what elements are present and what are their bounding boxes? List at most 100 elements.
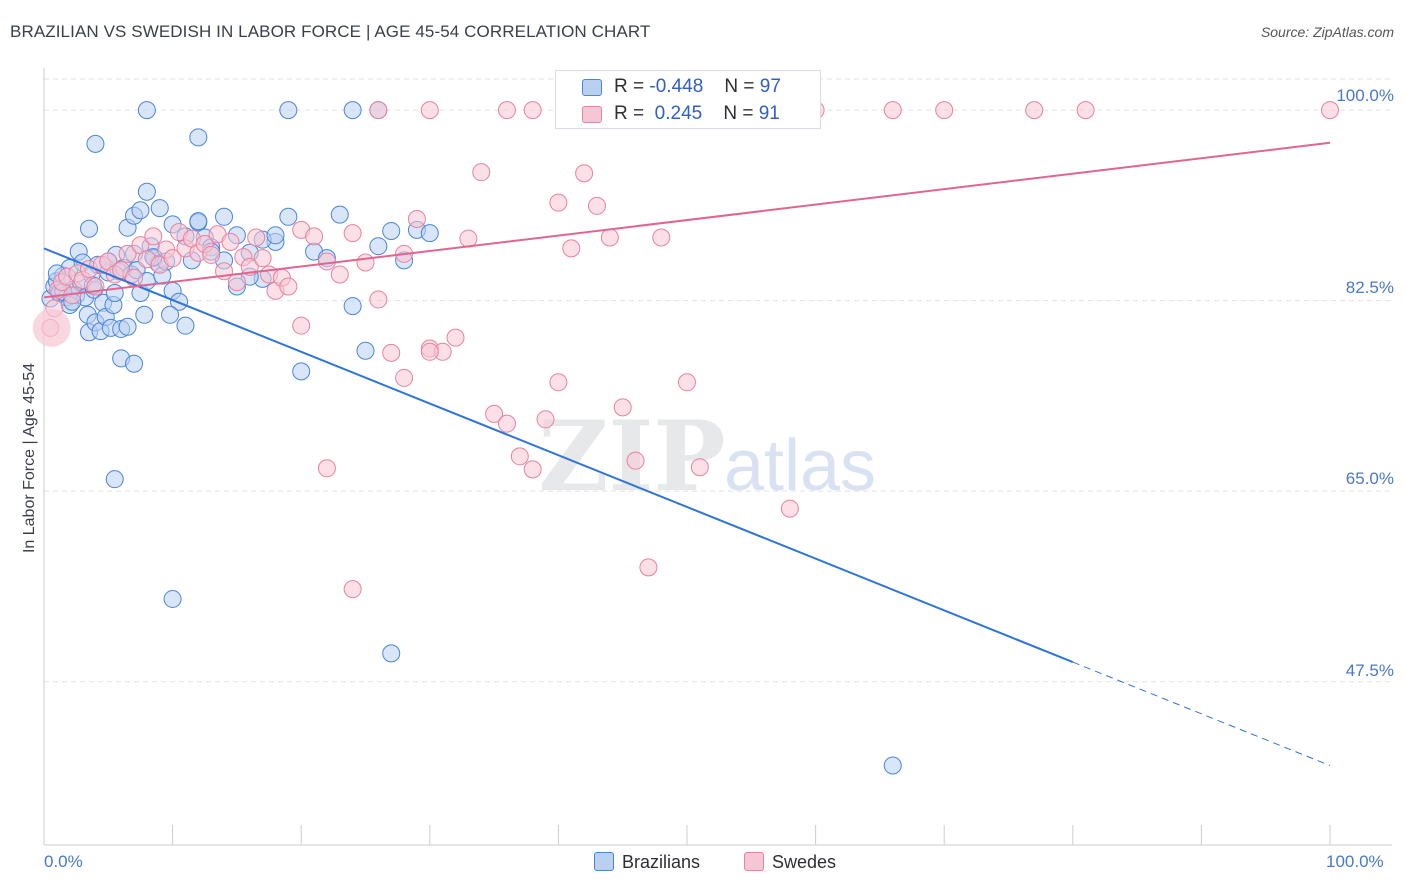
x-tick-label-100: 100.0% bbox=[1326, 852, 1384, 871]
legend-swatch-pink bbox=[582, 106, 602, 123]
brazilian-point bbox=[189, 128, 208, 147]
brazilian-point bbox=[189, 212, 208, 231]
brazilian-point bbox=[131, 201, 150, 220]
legend-swatch-blue bbox=[582, 79, 602, 96]
brazilian-point bbox=[883, 756, 902, 775]
swede-point bbox=[690, 458, 709, 477]
chart-title: BRAZILIAN VS SWEDISH IN LABOR FORCE | AG… bbox=[10, 22, 651, 41]
swede-point bbox=[227, 273, 246, 292]
swede-point bbox=[497, 101, 516, 120]
brazilian-point bbox=[356, 341, 375, 360]
swede-point bbox=[1076, 101, 1095, 120]
brazilians-trend-line bbox=[43, 247, 1074, 664]
swede-point bbox=[639, 558, 658, 577]
swede-cluster bbox=[32, 308, 71, 347]
brazilian-point bbox=[215, 207, 234, 226]
brazilians-trend-extension bbox=[1072, 661, 1331, 766]
swede-point bbox=[247, 228, 266, 247]
swedes-swatch bbox=[744, 852, 764, 871]
swede-point bbox=[678, 373, 696, 392]
brazilian-point bbox=[369, 237, 388, 256]
swede-point bbox=[317, 459, 336, 478]
swede-point bbox=[221, 232, 240, 251]
grid-lines bbox=[44, 78, 1392, 683]
legend-n-label: N = bbox=[724, 76, 755, 97]
legend-r-label: R = bbox=[614, 76, 645, 97]
legend-n-value: 91 bbox=[758, 103, 780, 124]
legend-r-value: 0.245 bbox=[654, 103, 703, 124]
swede-point bbox=[626, 451, 645, 470]
legend-n-value: 97 bbox=[759, 76, 781, 97]
bottom-legend-swedes[interactable]: Swedes bbox=[744, 852, 836, 873]
bottom-legend-brazilians[interactable]: Brazilians bbox=[594, 852, 700, 873]
brazilian-point bbox=[105, 284, 124, 303]
brazilian-point bbox=[176, 316, 195, 335]
swede-point bbox=[536, 410, 555, 429]
brazilian-point bbox=[330, 205, 349, 224]
swede-point bbox=[613, 398, 632, 417]
swede-point bbox=[883, 101, 902, 120]
brazilian-point bbox=[382, 644, 401, 663]
legend-r-value: -0.448 bbox=[649, 76, 704, 97]
brazilian-point bbox=[105, 470, 124, 489]
brazilian-point bbox=[137, 101, 156, 120]
legend-r-label: R = bbox=[614, 103, 645, 124]
brazilian-point bbox=[118, 317, 137, 336]
swedes-trend-line bbox=[43, 141, 1331, 299]
swede-point bbox=[510, 447, 529, 466]
brazilian-point bbox=[382, 221, 401, 240]
stats-legend: R = -0.448 N = 97 R = 0.245 N = 91 bbox=[555, 70, 821, 129]
swede-point bbox=[523, 460, 542, 479]
swede-point bbox=[382, 343, 401, 362]
brazilian-point bbox=[266, 226, 285, 245]
brazilian-point bbox=[150, 199, 169, 218]
legend-n-label: N = bbox=[723, 103, 754, 124]
swede-point bbox=[780, 499, 799, 518]
swede-point bbox=[343, 580, 362, 599]
swede-point bbox=[549, 373, 568, 392]
x-tick-label-0: 0.0% bbox=[44, 852, 83, 871]
brazilian-point bbox=[279, 101, 298, 120]
swede-point bbox=[369, 290, 388, 309]
swede-point bbox=[446, 328, 465, 347]
brazilian-point bbox=[161, 305, 180, 324]
swede-point bbox=[575, 164, 594, 183]
brazilian-point bbox=[80, 219, 99, 238]
trend-lines bbox=[43, 141, 1331, 766]
series-swedes bbox=[32, 101, 1339, 599]
swede-point bbox=[549, 193, 568, 212]
brazilian-point bbox=[343, 101, 362, 120]
brazilian-point bbox=[420, 224, 439, 243]
swede-point bbox=[330, 265, 349, 284]
swede-point bbox=[600, 228, 619, 247]
watermark-atlas: atlas bbox=[724, 426, 876, 506]
y-tick-label-47-5: 47.5% bbox=[1345, 661, 1394, 680]
swede-point bbox=[935, 101, 954, 120]
swede-point bbox=[1321, 101, 1339, 120]
swede-point bbox=[369, 101, 388, 120]
brazilian-point bbox=[292, 362, 311, 381]
swede-point bbox=[420, 101, 439, 120]
y-axis-label: In Labor Force | Age 45-54 bbox=[21, 362, 38, 554]
swede-point bbox=[343, 224, 362, 243]
swede-point bbox=[562, 239, 581, 258]
brazilians-label: Brazilians bbox=[622, 852, 701, 872]
swede-point bbox=[587, 196, 606, 215]
swede-point bbox=[202, 245, 221, 264]
swede-point bbox=[253, 249, 272, 268]
swede-point bbox=[1025, 101, 1044, 120]
y-tick-label-65: 65.0% bbox=[1345, 469, 1394, 488]
swede-point bbox=[163, 249, 182, 268]
watermark: ZIP atlas bbox=[538, 400, 876, 513]
brazilian-point bbox=[343, 297, 362, 316]
source-credit: Source: ZipAtlas.com bbox=[1260, 24, 1394, 40]
brazilian-point bbox=[86, 134, 105, 153]
swede-point bbox=[395, 368, 414, 387]
y-tick-label-82-5: 82.5% bbox=[1345, 278, 1394, 297]
swede-point bbox=[317, 252, 336, 271]
swede-point bbox=[292, 316, 311, 335]
swede-point bbox=[420, 342, 439, 361]
brazilians-swatch bbox=[594, 852, 614, 871]
y-tick-label-100: 100.0% bbox=[1336, 86, 1394, 105]
swedes-label: Swedes bbox=[772, 852, 837, 872]
